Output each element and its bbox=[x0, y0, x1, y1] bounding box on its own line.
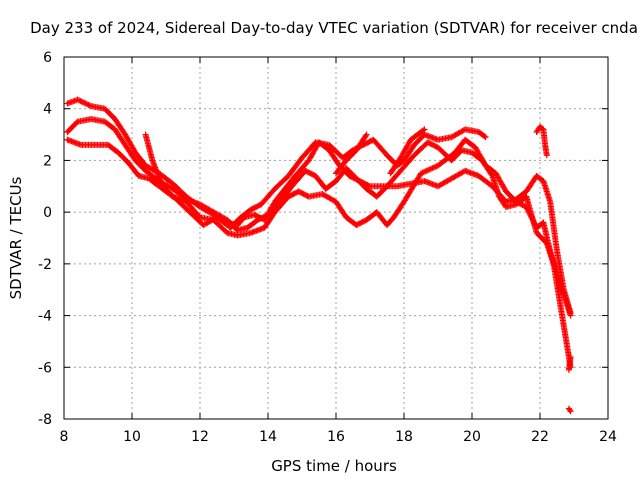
plus-marker bbox=[567, 353, 574, 360]
plus-marker bbox=[82, 100, 89, 107]
plus-marker bbox=[481, 133, 488, 140]
plus-marker bbox=[81, 99, 88, 106]
plus-marker bbox=[77, 97, 84, 104]
plus-marker bbox=[85, 101, 92, 108]
x-tick-label: 10 bbox=[123, 429, 141, 445]
chart-title: Day 233 of 2024, Sidereal Day-to-day VTE… bbox=[30, 19, 638, 37]
plus-marker bbox=[84, 101, 91, 108]
plus-marker bbox=[524, 205, 531, 212]
x-tick-label: 16 bbox=[327, 429, 345, 445]
x-axis-label: GPS time / hours bbox=[271, 457, 397, 475]
plus-marker bbox=[80, 99, 87, 106]
y-axis-label: SDTVAR / TECUs bbox=[7, 176, 25, 299]
y-tick-label: -2 bbox=[38, 257, 52, 273]
plus-marker bbox=[525, 208, 532, 215]
plus-marker bbox=[527, 212, 534, 219]
y-tick-label: -6 bbox=[38, 360, 52, 376]
plus-marker bbox=[530, 217, 537, 224]
x-tick-label: 8 bbox=[60, 429, 69, 445]
series-track-5 bbox=[333, 131, 370, 177]
plus-marker bbox=[526, 209, 533, 216]
x-tick-label: 12 bbox=[191, 429, 209, 445]
y-tick-label: -8 bbox=[38, 412, 52, 428]
series-track-7 bbox=[533, 123, 550, 159]
plus-marker bbox=[388, 169, 395, 176]
series-track-6 bbox=[387, 126, 428, 177]
plus-marker bbox=[387, 170, 394, 177]
plus-marker bbox=[530, 219, 537, 226]
series-track-9 bbox=[565, 405, 574, 415]
plus-marker bbox=[528, 215, 535, 222]
y-tick-label: 2 bbox=[43, 153, 52, 169]
plus-marker bbox=[566, 406, 573, 413]
plus-marker bbox=[531, 220, 538, 227]
y-tick-label: 0 bbox=[43, 205, 52, 221]
plus-marker bbox=[333, 170, 339, 177]
plus-marker bbox=[523, 203, 530, 210]
plus-marker bbox=[567, 312, 574, 319]
data-marks bbox=[64, 96, 574, 415]
plus-marker bbox=[75, 97, 82, 104]
x-tick-label: 24 bbox=[599, 429, 617, 445]
plus-marker bbox=[86, 102, 93, 109]
x-tick-label: 20 bbox=[463, 429, 481, 445]
plus-marker bbox=[78, 98, 85, 105]
plus-marker bbox=[529, 216, 536, 223]
plus-marker bbox=[524, 206, 531, 213]
plus-marker bbox=[543, 152, 550, 159]
plus-marker bbox=[74, 96, 81, 103]
x-tick-label: 22 bbox=[531, 429, 549, 445]
series-track-3 bbox=[64, 136, 574, 319]
x-tick-label: 14 bbox=[259, 429, 277, 445]
plus-marker bbox=[528, 213, 535, 220]
x-tick-label: 18 bbox=[395, 429, 413, 445]
y-tick-label: 6 bbox=[43, 50, 52, 66]
y-tick-label: 4 bbox=[43, 102, 52, 118]
plot-frame bbox=[63, 56, 609, 420]
plus-marker bbox=[526, 210, 533, 217]
plus-marker bbox=[567, 408, 574, 415]
series-track-8 bbox=[565, 353, 574, 373]
y-tick-label: -4 bbox=[38, 309, 52, 325]
plus-marker bbox=[333, 169, 340, 176]
plus-marker bbox=[482, 134, 489, 141]
